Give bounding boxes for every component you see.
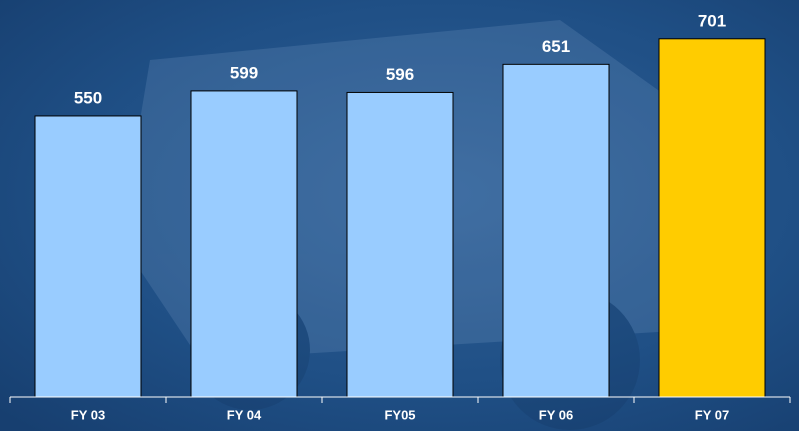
- bar: [346, 91, 454, 398]
- x-tick-label: FY 07: [695, 407, 729, 422]
- data-label: 596: [386, 65, 414, 84]
- x-tick-label: FY 06: [539, 407, 573, 422]
- bar: [502, 63, 610, 398]
- x-tick-label: FY 04: [227, 407, 262, 422]
- x-tick-label: FY05: [384, 407, 415, 422]
- data-label: 550: [74, 88, 102, 107]
- data-label: 651: [542, 37, 570, 56]
- data-label: 599: [230, 63, 258, 82]
- plot-area: 550 FY 03 599 FY 04 596 FY05 651 FY 06 701 FY 07: [9, 11, 791, 422]
- bar: [658, 38, 766, 398]
- bar: [190, 90, 298, 398]
- data-label: 701: [698, 11, 726, 30]
- bar: [34, 115, 142, 398]
- x-tick-label: FY 03: [71, 407, 105, 422]
